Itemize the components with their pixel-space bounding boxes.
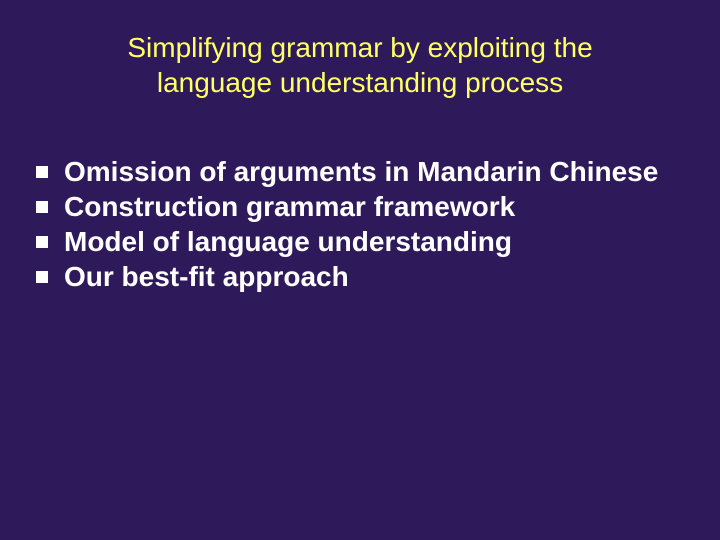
bullet-label: Omission of arguments in Mandarin Chines… [64, 154, 680, 189]
bullet-label: Model of language understanding [64, 224, 680, 259]
bullet-label: Our best-fit approach [64, 259, 680, 294]
slide: Simplifying grammar by exploiting the la… [0, 0, 720, 540]
bullet-list: Omission of arguments in Mandarin Chines… [0, 154, 720, 294]
list-item: Model of language understanding [36, 224, 680, 259]
title-line-1: Simplifying grammar by exploiting the [127, 32, 592, 63]
bullet-marker-icon [36, 271, 48, 283]
bullet-marker-icon [36, 166, 48, 178]
list-item: Omission of arguments in Mandarin Chines… [36, 154, 680, 189]
list-item: Construction grammar framework [36, 189, 680, 224]
list-item: Our best-fit approach [36, 259, 680, 294]
bullet-marker-icon [36, 236, 48, 248]
title-line-2: language understanding process [157, 67, 563, 98]
bullet-label: Construction grammar framework [64, 189, 680, 224]
slide-title: Simplifying grammar by exploiting the la… [0, 0, 720, 100]
bullet-marker-icon [36, 201, 48, 213]
